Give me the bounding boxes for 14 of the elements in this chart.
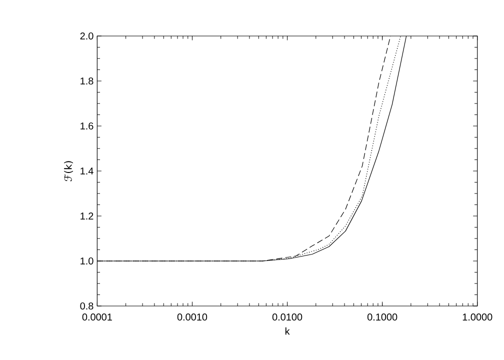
y-tick-label: 1.6 [80, 122, 94, 130]
y-axis-title: ℱ(k) [64, 161, 73, 182]
y-tick-label: 1.8 [80, 77, 94, 85]
y-tick-label: 1.2 [80, 212, 94, 220]
x-axis-title: k [285, 327, 290, 335]
y-tick-label: 2.0 [80, 32, 94, 40]
x-tick-label: 1.0000 [462, 314, 492, 321]
y-tick-label: 1.0 [80, 257, 94, 265]
y-tick-label: 1.4 [80, 168, 94, 174]
y-tick-label: 0.8 [80, 302, 94, 310]
x-tick-label: 0.0001 [82, 314, 112, 321]
x-tick-label: 0.1000 [367, 314, 398, 321]
x-tick-label: 0.0100 [272, 314, 302, 321]
x-tick-label: 0.0010 [177, 314, 208, 321]
